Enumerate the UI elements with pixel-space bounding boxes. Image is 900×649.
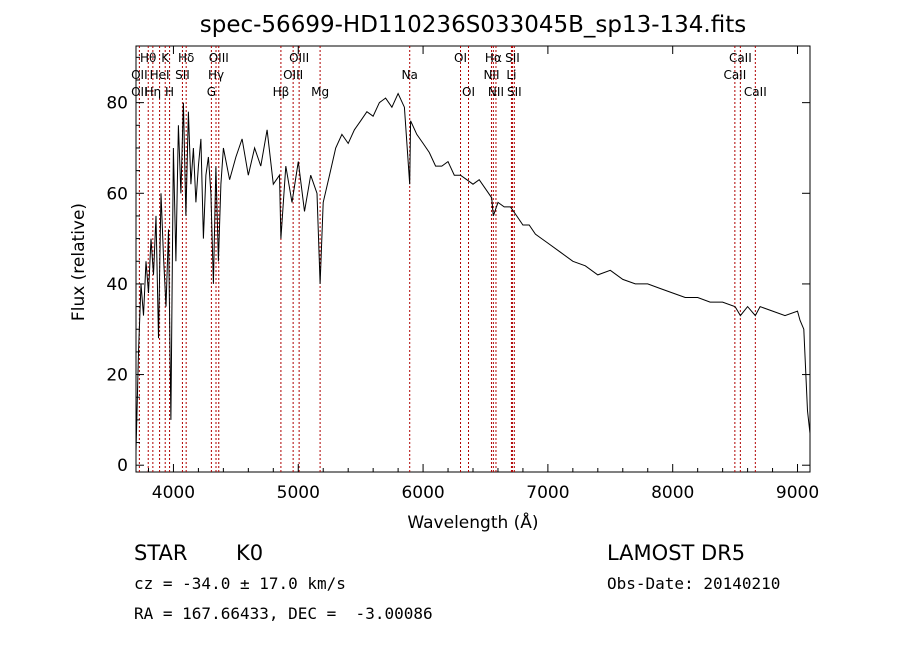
x-tick-label: 6000 bbox=[401, 483, 444, 503]
spectral-line-label: Hα bbox=[485, 51, 502, 65]
spectral-line-label: OIII bbox=[289, 51, 309, 65]
spectral-line-label: K bbox=[161, 51, 170, 65]
spectral-line-label: OI bbox=[454, 51, 467, 65]
spectral-line-label: Mg bbox=[311, 85, 329, 99]
coordinates-readout: RA = 167.66433, DEC = -3.00086 bbox=[134, 604, 433, 623]
spectrum-chart: spec-56699-HD110236S033045B_sp13-134.fit… bbox=[69, 12, 819, 533]
x-axis-label: Wavelength (Å) bbox=[407, 511, 538, 533]
spectral-line-label: OIII bbox=[283, 68, 303, 82]
spectral-line-label: CaII bbox=[744, 85, 767, 99]
spectral-line-label: NII bbox=[488, 85, 504, 99]
y-tick-label: 80 bbox=[106, 94, 128, 114]
spectral-class: STAR bbox=[134, 541, 188, 565]
spectral-line-label: Hγ bbox=[208, 68, 224, 82]
spectral-line-label: HeI bbox=[150, 68, 170, 82]
spectral-line-label: OII bbox=[131, 68, 148, 82]
x-tick-label: 4000 bbox=[152, 483, 195, 503]
spectral-line-label: SII bbox=[175, 68, 190, 82]
spectral-line-label: SII bbox=[507, 85, 522, 99]
spectral-line-label: Li bbox=[506, 68, 516, 82]
spectral-line-label: G bbox=[207, 85, 216, 99]
spectral-subclass: K0 bbox=[236, 541, 264, 565]
chart-title: spec-56699-HD110236S033045B_sp13-134.fit… bbox=[200, 12, 746, 38]
spectral-line-label: NII bbox=[483, 68, 499, 82]
plot-frame bbox=[135, 45, 811, 473]
x-tick-label: 8000 bbox=[651, 483, 694, 503]
y-tick-label: 40 bbox=[106, 275, 128, 295]
x-tick-label: 5000 bbox=[277, 483, 320, 503]
spectral-line-label: CaII bbox=[723, 68, 746, 82]
x-tick-label: 9000 bbox=[776, 483, 819, 503]
spectral-line-markers bbox=[138, 46, 756, 472]
spectral-line-label: Hη bbox=[145, 85, 162, 99]
y-axis: 0 20 40 60 80 bbox=[106, 56, 810, 476]
spectrum-line bbox=[135, 92, 811, 452]
spectral-line-label: OI bbox=[462, 85, 475, 99]
redshift-readout: cz = -34.0 ± 17.0 km/s bbox=[134, 574, 346, 593]
spectral-line-label: OIII bbox=[209, 51, 229, 65]
spectral-line-label: Hβ bbox=[273, 85, 290, 99]
spectral-line-label: Hθ bbox=[140, 51, 156, 65]
y-axis-label: Flux (relative) bbox=[69, 203, 89, 321]
spectral-line-label: SII bbox=[505, 51, 520, 65]
x-axis: 4000 5000 6000 7000 8000 9000 bbox=[147, 46, 819, 503]
observation-date: Obs-Date: 20140210 bbox=[607, 574, 781, 593]
spectral-line-label: Na bbox=[402, 68, 418, 82]
spectral-line-label: Hδ bbox=[178, 51, 194, 65]
survey-name: LAMOST DR5 bbox=[607, 541, 746, 565]
y-tick-label: 0 bbox=[117, 456, 128, 476]
y-tick-label: 60 bbox=[106, 184, 128, 204]
spectral-line-label: CaII bbox=[729, 51, 752, 65]
spectral-line-label: OII bbox=[131, 85, 148, 99]
y-tick-label: 20 bbox=[106, 366, 128, 386]
spectral-line-label: H bbox=[165, 85, 174, 99]
x-tick-label: 7000 bbox=[526, 483, 569, 503]
